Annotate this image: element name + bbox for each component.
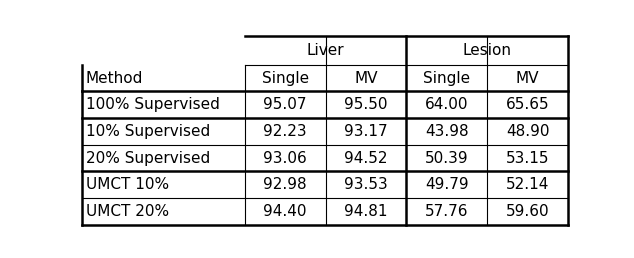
- Text: MV: MV: [354, 70, 378, 86]
- Text: Single: Single: [424, 70, 470, 86]
- Text: Lesion: Lesion: [463, 43, 512, 58]
- Text: 94.52: 94.52: [344, 150, 388, 166]
- Text: 50.39: 50.39: [425, 150, 469, 166]
- Text: 100% Supervised: 100% Supervised: [86, 97, 219, 112]
- Text: UMCT 10%: UMCT 10%: [86, 177, 169, 192]
- Text: 92.98: 92.98: [263, 177, 307, 192]
- Text: Liver: Liver: [307, 43, 344, 58]
- Text: 59.60: 59.60: [506, 204, 550, 219]
- Text: 94.40: 94.40: [263, 204, 307, 219]
- Text: UMCT 20%: UMCT 20%: [86, 204, 169, 219]
- Text: Method: Method: [86, 70, 143, 86]
- Text: 49.79: 49.79: [425, 177, 469, 192]
- Text: MV: MV: [516, 70, 540, 86]
- Text: 93.06: 93.06: [263, 150, 307, 166]
- Text: 52.14: 52.14: [506, 177, 550, 192]
- Text: 64.00: 64.00: [425, 97, 469, 112]
- Text: 94.81: 94.81: [344, 204, 388, 219]
- Text: 10% Supervised: 10% Supervised: [86, 124, 210, 139]
- Text: 43.98: 43.98: [425, 124, 469, 139]
- Text: Single: Single: [262, 70, 309, 86]
- Text: 93.53: 93.53: [344, 177, 388, 192]
- Text: 57.76: 57.76: [425, 204, 469, 219]
- Text: 93.17: 93.17: [344, 124, 388, 139]
- Text: 48.90: 48.90: [506, 124, 550, 139]
- Text: 53.15: 53.15: [506, 150, 550, 166]
- Text: 20% Supervised: 20% Supervised: [86, 150, 210, 166]
- Text: 92.23: 92.23: [263, 124, 307, 139]
- Text: 95.07: 95.07: [263, 97, 307, 112]
- Text: 95.50: 95.50: [344, 97, 388, 112]
- Text: 65.65: 65.65: [506, 97, 550, 112]
